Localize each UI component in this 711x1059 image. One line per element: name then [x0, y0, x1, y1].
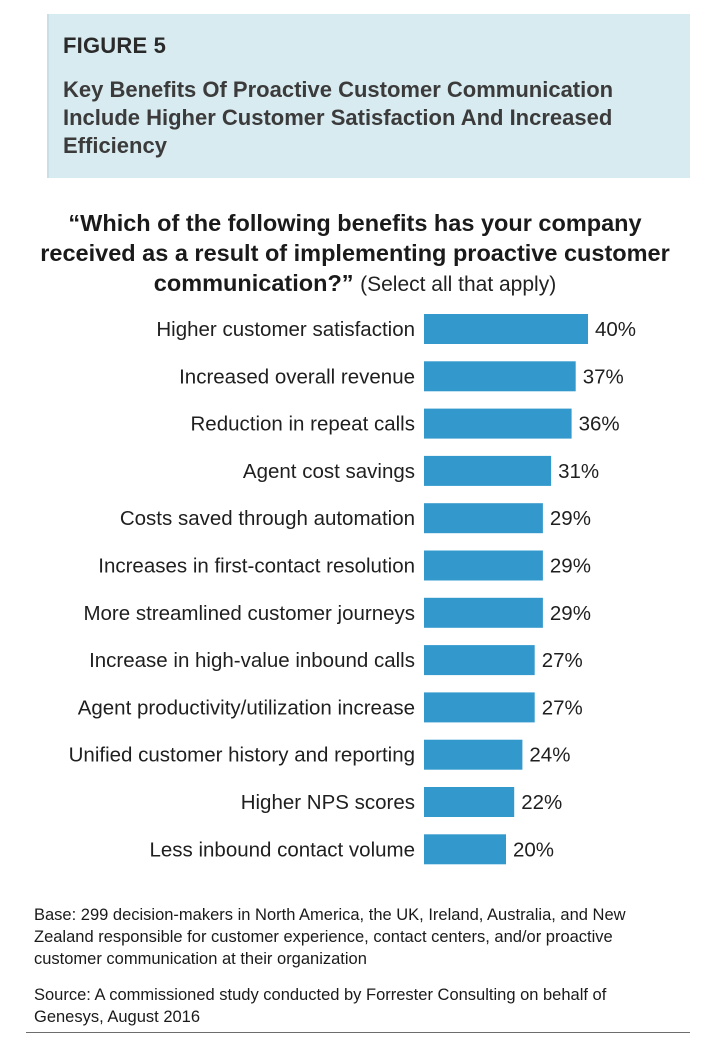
bar — [424, 408, 572, 439]
value-label: 27% — [542, 649, 583, 672]
source-note: Source: A commissioned study conducted b… — [34, 986, 607, 1026]
value-label: 20% — [513, 838, 554, 861]
category-label: Reduction in repeat calls — [191, 413, 416, 436]
value-label: 24% — [529, 744, 570, 767]
value-label: 31% — [558, 460, 599, 483]
bar — [424, 834, 506, 865]
bar — [424, 787, 515, 817]
value-label: 40% — [595, 318, 636, 341]
header-divider — [47, 14, 49, 178]
figure-header-panel — [26, 14, 690, 178]
value-label: 36% — [579, 413, 620, 436]
question-note: (Select all that apply) — [360, 273, 557, 296]
question-text: “Which of the following benefits has you… — [40, 210, 670, 296]
bar — [424, 645, 535, 676]
category-label: Increases in first-contact resolution — [98, 555, 415, 578]
bottom-divider — [26, 1032, 690, 1033]
value-label: 29% — [550, 507, 591, 530]
category-label: Higher customer satisfaction — [156, 318, 415, 341]
bar-chart: Higher customer satisfaction 40% Increased… — [69, 314, 636, 865]
category-label: Agent productivity/utilization increase — [78, 696, 415, 719]
category-label: Higher NPS scores — [241, 791, 415, 814]
bar — [424, 550, 543, 581]
bar — [424, 455, 552, 486]
value-label: 27% — [542, 696, 583, 719]
bar — [424, 692, 535, 723]
header-accent-strip — [26, 14, 47, 178]
bar — [424, 503, 543, 534]
category-label: Unified customer history and reporting — [69, 744, 415, 767]
bar — [424, 597, 543, 628]
bar — [424, 361, 576, 392]
value-label: 22% — [521, 791, 562, 814]
figure-title: Key Benefits Of Proactive Customer Commu… — [63, 77, 614, 158]
figure-number: FIGURE 5 — [63, 33, 167, 58]
bar — [424, 314, 588, 344]
survey-question: “Which of the following benefits has you… — [20, 208, 690, 300]
base-note: Base: 299 decision-makers in North Ameri… — [34, 906, 626, 968]
category-label: More streamlined customer journeys — [83, 602, 415, 625]
bar — [424, 739, 523, 770]
value-label: 29% — [550, 555, 591, 578]
value-label: 29% — [550, 602, 591, 625]
category-label: Agent cost savings — [243, 460, 415, 483]
category-label: Increased overall revenue — [179, 365, 415, 388]
value-label: 37% — [583, 365, 624, 388]
category-label: Less inbound contact volume — [149, 838, 415, 861]
category-label: Costs saved through automation — [120, 507, 415, 530]
category-label: Increase in high-value inbound calls — [89, 649, 415, 672]
